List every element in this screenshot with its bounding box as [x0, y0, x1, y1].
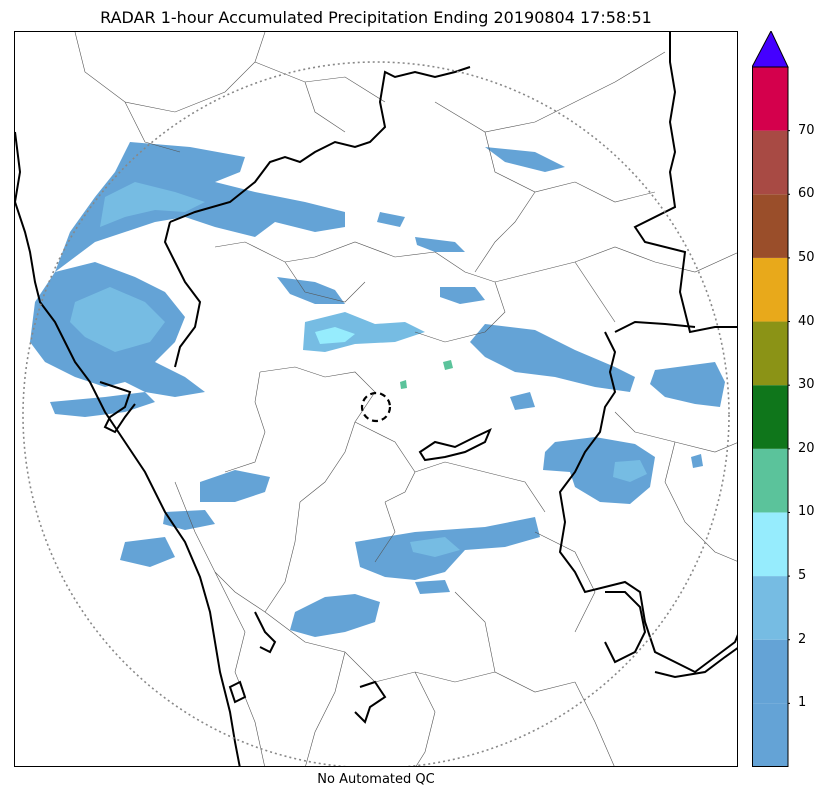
- colorbar-band: [752, 448, 788, 513]
- colorbar-band: [752, 639, 788, 704]
- tamilnadu-border: [654, 647, 737, 679]
- colorbar-tick-label: 20: [798, 440, 815, 456]
- western-enclave: [228, 680, 247, 704]
- colorbar-overflow-arrow: [752, 31, 789, 68]
- colorbar-tick-label: 1: [798, 695, 807, 711]
- echo-north-small-3: [415, 237, 465, 252]
- colorbar-tick-label: 60: [798, 186, 815, 202]
- echo-central-west: [277, 277, 345, 304]
- colorbar-band: [752, 576, 788, 640]
- colorbar-frame: [752, 66, 789, 767]
- precip-echoes: [30, 142, 725, 637]
- echo-south-west-cell: [200, 470, 270, 502]
- echo-north-small-2: [377, 212, 405, 227]
- echo-south-band-core: [410, 537, 460, 557]
- echo-southeast-core: [613, 460, 647, 482]
- goa-karnataka-border: [99, 381, 136, 434]
- colorbar-band: [752, 130, 788, 195]
- echo-east-band: [650, 362, 725, 407]
- echo-central-north: [440, 287, 485, 304]
- andhra-border: [558, 331, 737, 674]
- southern-enclave: [254, 611, 277, 654]
- radar-site-marker: [360, 391, 392, 423]
- echo-northwest-core: [100, 182, 205, 227]
- echo-southeast-cell: [543, 437, 655, 504]
- colorbar-tick-label: 10: [798, 504, 815, 520]
- telangana-border: [633, 32, 737, 334]
- echo-isolated-east: [691, 454, 703, 468]
- echo-south-west-small: [163, 510, 215, 530]
- echo-southwest-streak: [120, 537, 175, 567]
- colorbar-tick-label: 30: [798, 377, 815, 393]
- colorbar-tick-label: 2: [798, 631, 807, 647]
- colorbar-bands: [752, 66, 790, 767]
- colorbar-band: [752, 194, 788, 258]
- enclave-boundary: [418, 428, 492, 462]
- echo-isolated-green: [443, 360, 453, 370]
- echo-south-small: [415, 580, 450, 594]
- colorbar-band: [752, 512, 788, 577]
- colorbar-tick-label: 70: [798, 122, 815, 138]
- state-boundaries: [15, 32, 737, 766]
- colorbar-band: [752, 67, 788, 131]
- echo-northwest-band: [55, 142, 345, 272]
- karnataka-maharashtra-border: [169, 66, 471, 223]
- telangana-andhra-boundary: [614, 320, 696, 333]
- echo-central-speckle-cyan: [315, 327, 355, 344]
- colorbar-band: [752, 321, 788, 386]
- colorbar-band: [752, 257, 788, 322]
- precip-colorbar: [752, 31, 790, 767]
- radar-map: [14, 31, 738, 767]
- qc-status: No Automated QC: [317, 772, 435, 787]
- colorbar-tick-label: 5: [798, 568, 807, 584]
- colorbar-tick-label: 40: [798, 313, 815, 329]
- coastline: [15, 131, 241, 766]
- map-title: RADAR 1-hour Accumulated Precipitation E…: [100, 8, 652, 27]
- echo-central-small: [510, 392, 535, 410]
- echo-west-strip: [50, 392, 155, 417]
- southeastern-enclave: [604, 591, 647, 664]
- radar-map-canvas: [15, 32, 737, 766]
- colorbar-tick-label: 50: [798, 249, 815, 265]
- echo-south-west-band: [290, 594, 380, 637]
- colorbar-band: [752, 703, 788, 767]
- echo-central-east-band: [470, 324, 635, 392]
- karnataka-north-border: [163, 221, 202, 368]
- radar-range-ring: [22, 61, 730, 766]
- echo-isolated-green-2: [400, 380, 407, 389]
- echo-west-core: [70, 287, 165, 352]
- colorbar-band: [752, 385, 788, 449]
- district-boundaries: [74, 32, 737, 766]
- echo-north-small-1: [485, 147, 565, 172]
- southern-enclave-2: [354, 680, 387, 724]
